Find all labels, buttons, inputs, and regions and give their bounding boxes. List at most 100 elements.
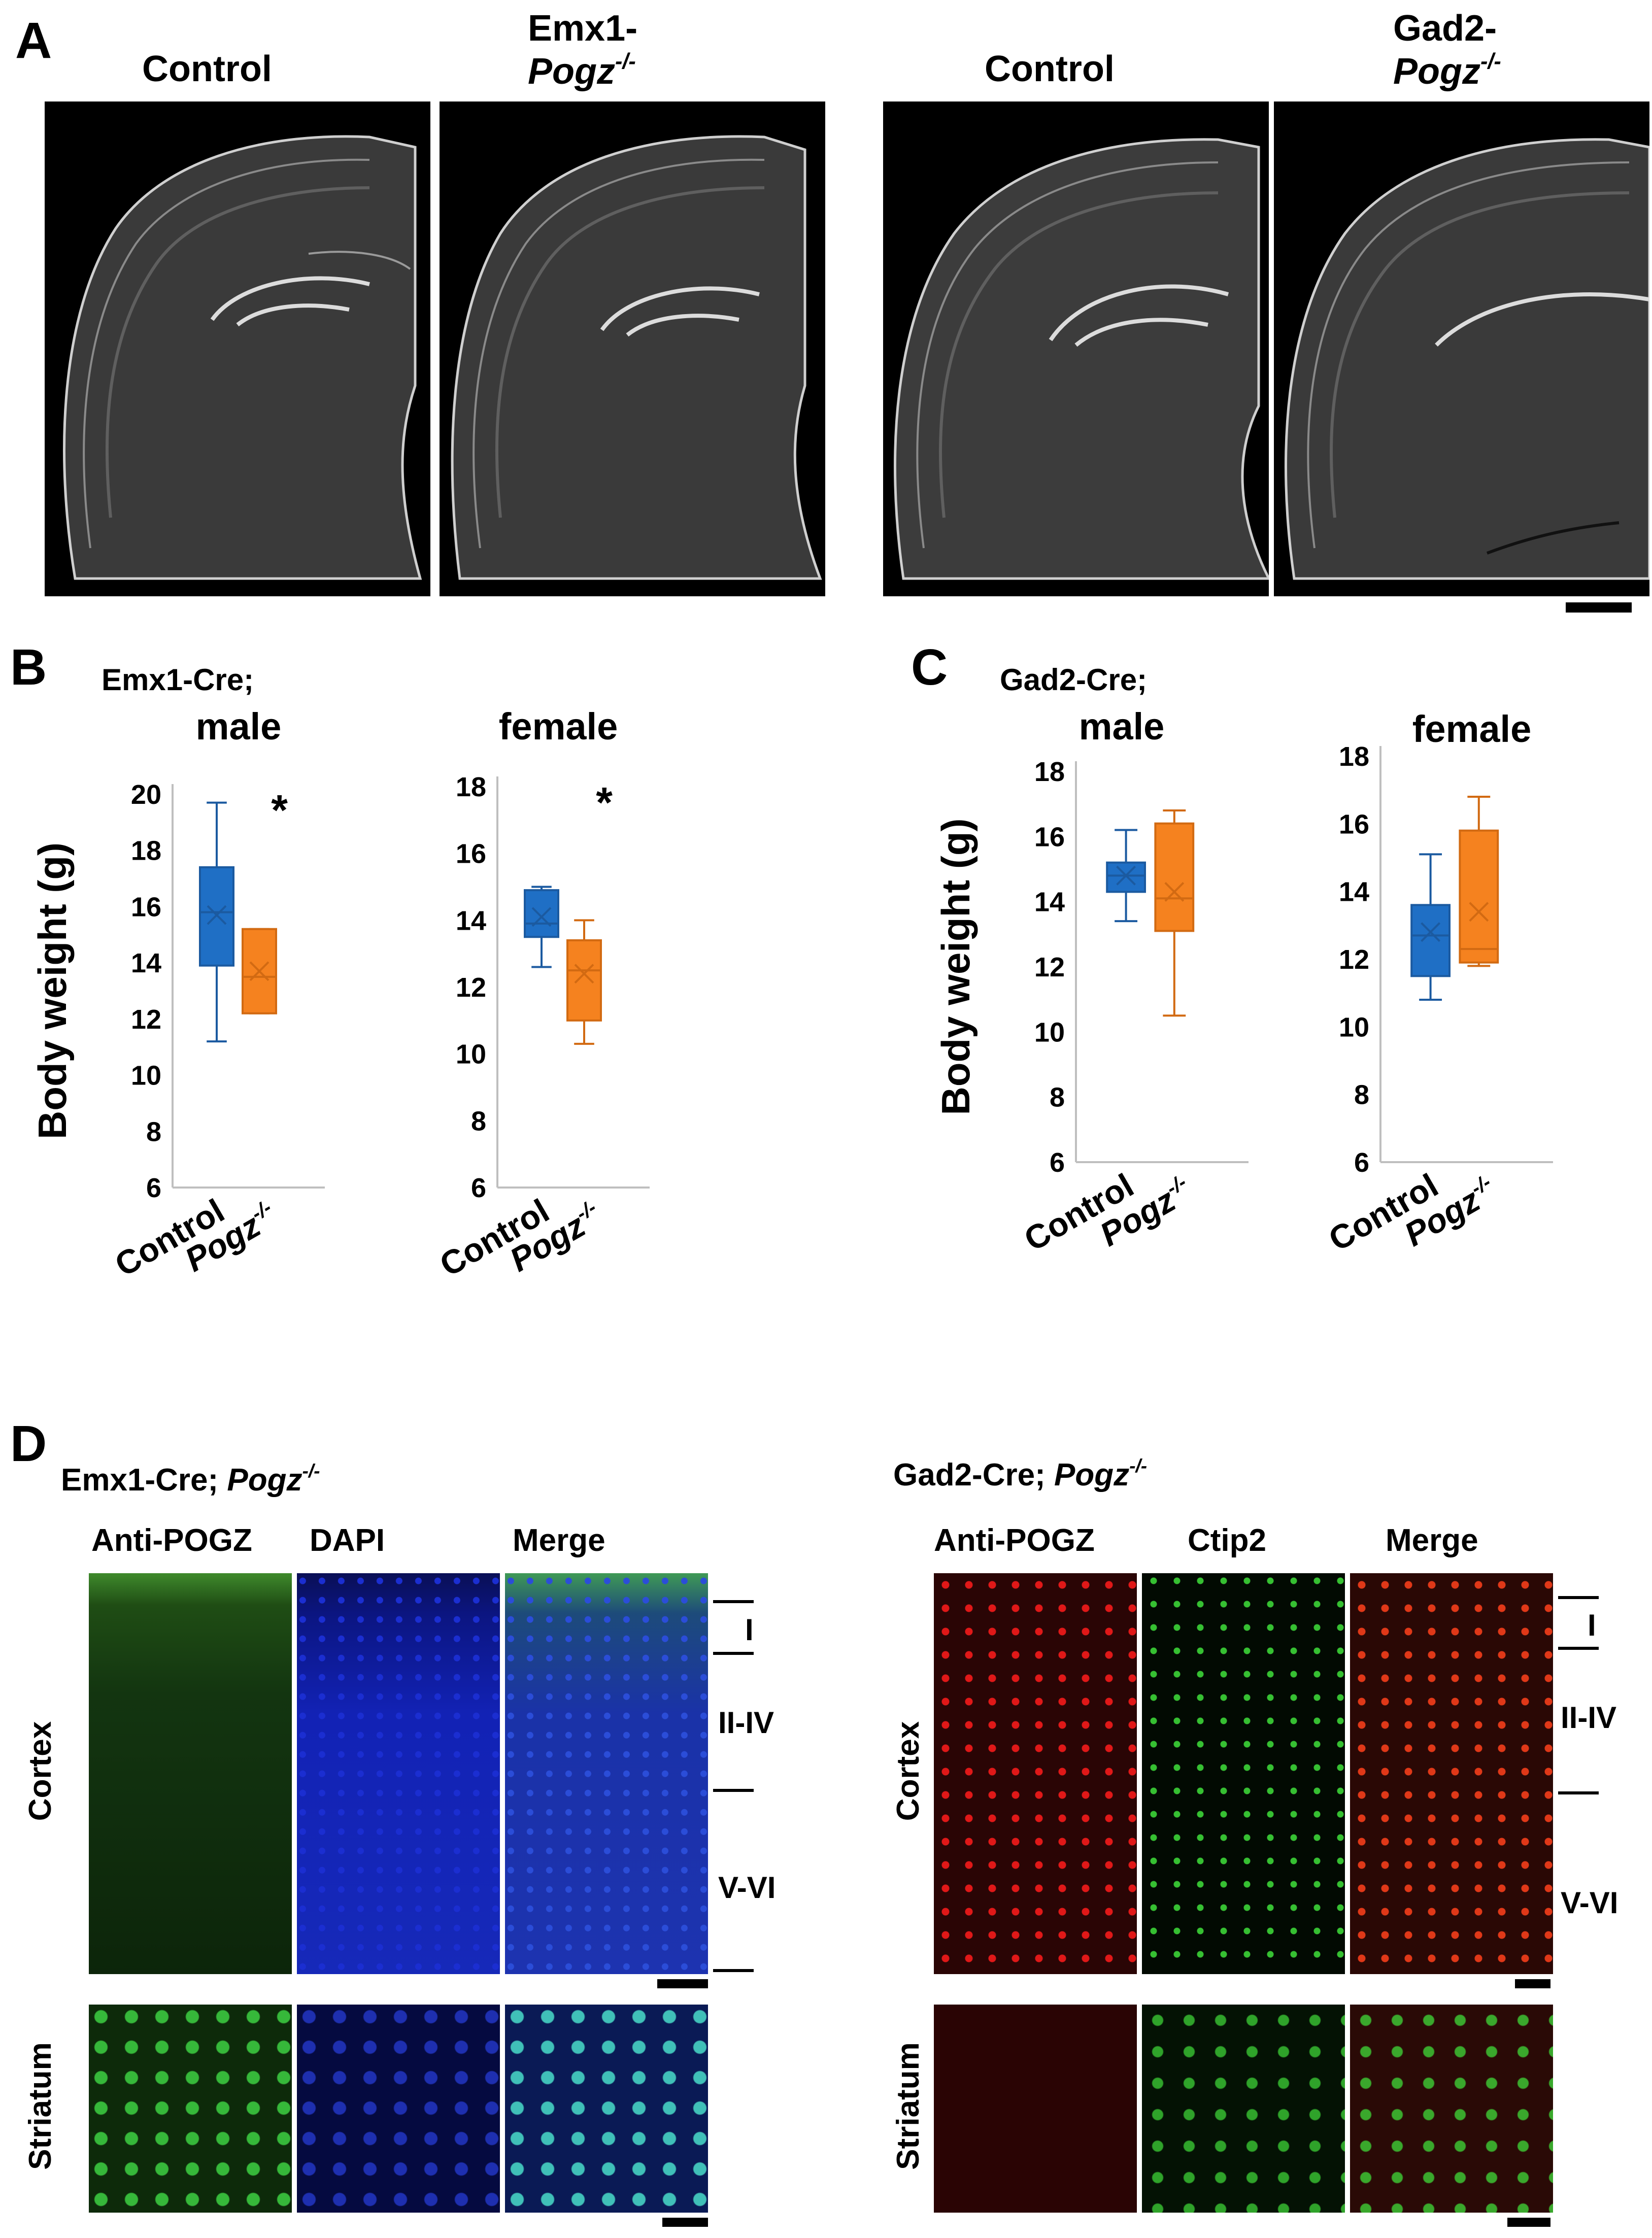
row-label-cortex: Cortex [23, 1721, 58, 1821]
significance-marker: * [596, 778, 613, 826]
panelA-label-gad2: Gad2- [1393, 8, 1497, 49]
mean-marker [207, 905, 227, 925]
scale-bar [1515, 1979, 1550, 1988]
panel-letter-d: D [10, 1415, 47, 1472]
y-axis-label: Body weight (g) [30, 842, 75, 1139]
y-tick-label: 10 [1034, 1017, 1065, 1047]
micrograph-left-cortex-dapi [297, 1573, 500, 1974]
scale-bar [657, 1979, 708, 1988]
box-iqr [566, 939, 602, 1022]
box-pogz-ko [242, 928, 277, 1014]
y-tick-label: 8 [146, 1116, 161, 1147]
y-tick-label: 6 [1050, 1147, 1065, 1178]
micrograph-left-striatum-pogz [89, 2005, 292, 2213]
y-tick-label: 10 [456, 1039, 486, 1070]
chart-title: female [1412, 708, 1531, 750]
micrograph-right-cortex-merge [1350, 1573, 1553, 1974]
scale-bar [662, 2218, 708, 2227]
y-tick-label: 8 [1354, 1080, 1369, 1110]
layer-label-v-vi: V-VI [718, 1871, 776, 1905]
y-tick-label: 12 [1034, 952, 1065, 982]
layer-divider [713, 1600, 754, 1603]
brain-section-image-gad2-ko [1274, 101, 1649, 596]
panelA-label-gad2-pogz: Pogz-/- [1393, 49, 1501, 92]
brain-section-image-gad2-control [883, 101, 1269, 596]
layer-label-v-vi: V-VI [1561, 1886, 1619, 1920]
micrograph-left-striatum-merge [505, 2005, 708, 2213]
box-iqr [1106, 861, 1147, 893]
mean-marker [1164, 882, 1185, 902]
y-tick-label: 16 [1339, 809, 1369, 839]
y-tick-label: 8 [1050, 1082, 1065, 1113]
brain-section-image-emx1-control [45, 101, 430, 596]
panelD-right-col-3: Merge [1386, 1523, 1478, 1558]
chart-title: male [1079, 705, 1165, 748]
y-tick-label: 6 [146, 1173, 161, 1203]
layer-label-i: I [1588, 1608, 1596, 1642]
mean-marker [1421, 922, 1441, 942]
box-control [1106, 829, 1147, 923]
y-tick-label: 6 [471, 1173, 486, 1203]
panel-letter-c: C [911, 639, 948, 696]
box-pogz-ko [1459, 796, 1499, 967]
y-tick-label: 16 [456, 839, 486, 869]
significance-marker: * [271, 786, 288, 834]
micrograph-left-striatum-dapi [297, 2005, 500, 2213]
y-axis-label: Body weight (g) [933, 819, 978, 1115]
y-tick-label: 14 [1339, 877, 1369, 907]
layer-divider [713, 1652, 754, 1655]
panelD-left-title: Emx1-Cre; Pogz-/- [61, 1460, 320, 1498]
y-tick-label: 18 [1034, 757, 1065, 787]
panelA-label-emx1-pogz: Pogz-/- [528, 49, 636, 92]
y-tick-label: 18 [131, 836, 161, 866]
layer-divider [713, 1789, 754, 1792]
box-control [199, 801, 234, 1043]
row-label-cortex: Cortex [891, 1721, 926, 1821]
layer-divider [713, 1969, 754, 1972]
panelD-right-col-2: Ctip2 [1188, 1523, 1266, 1558]
y-tick-label: 16 [131, 892, 161, 922]
y-tick-label: 18 [456, 772, 486, 802]
layer-divider [1558, 1596, 1599, 1599]
y-tick-label: 18 [1339, 741, 1369, 772]
box-control [1410, 853, 1451, 1001]
y-tick-label: 14 [456, 905, 486, 936]
y-tick-label: 16 [1034, 822, 1065, 852]
mean-marker [249, 961, 269, 981]
y-tick-label: 20 [131, 779, 161, 810]
panelA-label-control-1: Control [142, 49, 272, 89]
box-iqr [199, 866, 234, 967]
panelB-genotype: Emx1-Cre; [102, 663, 254, 697]
panel-letter-b: B [10, 639, 47, 696]
layer-label-i: I [745, 1613, 754, 1647]
mean-marker [1469, 902, 1489, 922]
micrograph-left-cortex-merge [505, 1573, 708, 1974]
y-tick-label: 8 [471, 1106, 486, 1136]
y-tick-label: 14 [1034, 887, 1065, 918]
row-label-striatum: Striatum [891, 2042, 926, 2170]
y-tick-label: 14 [131, 948, 161, 978]
panelD-left-col-2: DAPI [310, 1523, 385, 1558]
micrograph-right-striatum-merge [1350, 2005, 1553, 2213]
box-pogz-ko [566, 919, 602, 1045]
y-tick-label: 10 [1339, 1012, 1369, 1042]
box-iqr [1410, 904, 1451, 977]
y-tick-label: 10 [131, 1061, 161, 1091]
y-tick-label: 12 [456, 972, 486, 1003]
chart-title: male [196, 705, 282, 748]
layer-divider [1558, 1647, 1599, 1650]
layer-label-ii-iv: II-IV [718, 1706, 774, 1740]
box-control [524, 886, 559, 968]
panelD-right-col-1: Anti-POGZ [934, 1523, 1095, 1558]
panelA-label-control-2: Control [985, 49, 1115, 89]
panelA-label-emx1: Emx1- [528, 8, 638, 49]
y-tick-label: 6 [1354, 1147, 1369, 1178]
brain-section-image-emx1-ko [440, 101, 825, 596]
panelD-right-title: Gad2-Cre; Pogz-/- [893, 1455, 1148, 1493]
box-pogz-ko [1154, 809, 1195, 1017]
mean-marker [1116, 865, 1136, 886]
panel-letter-a: A [15, 12, 52, 69]
